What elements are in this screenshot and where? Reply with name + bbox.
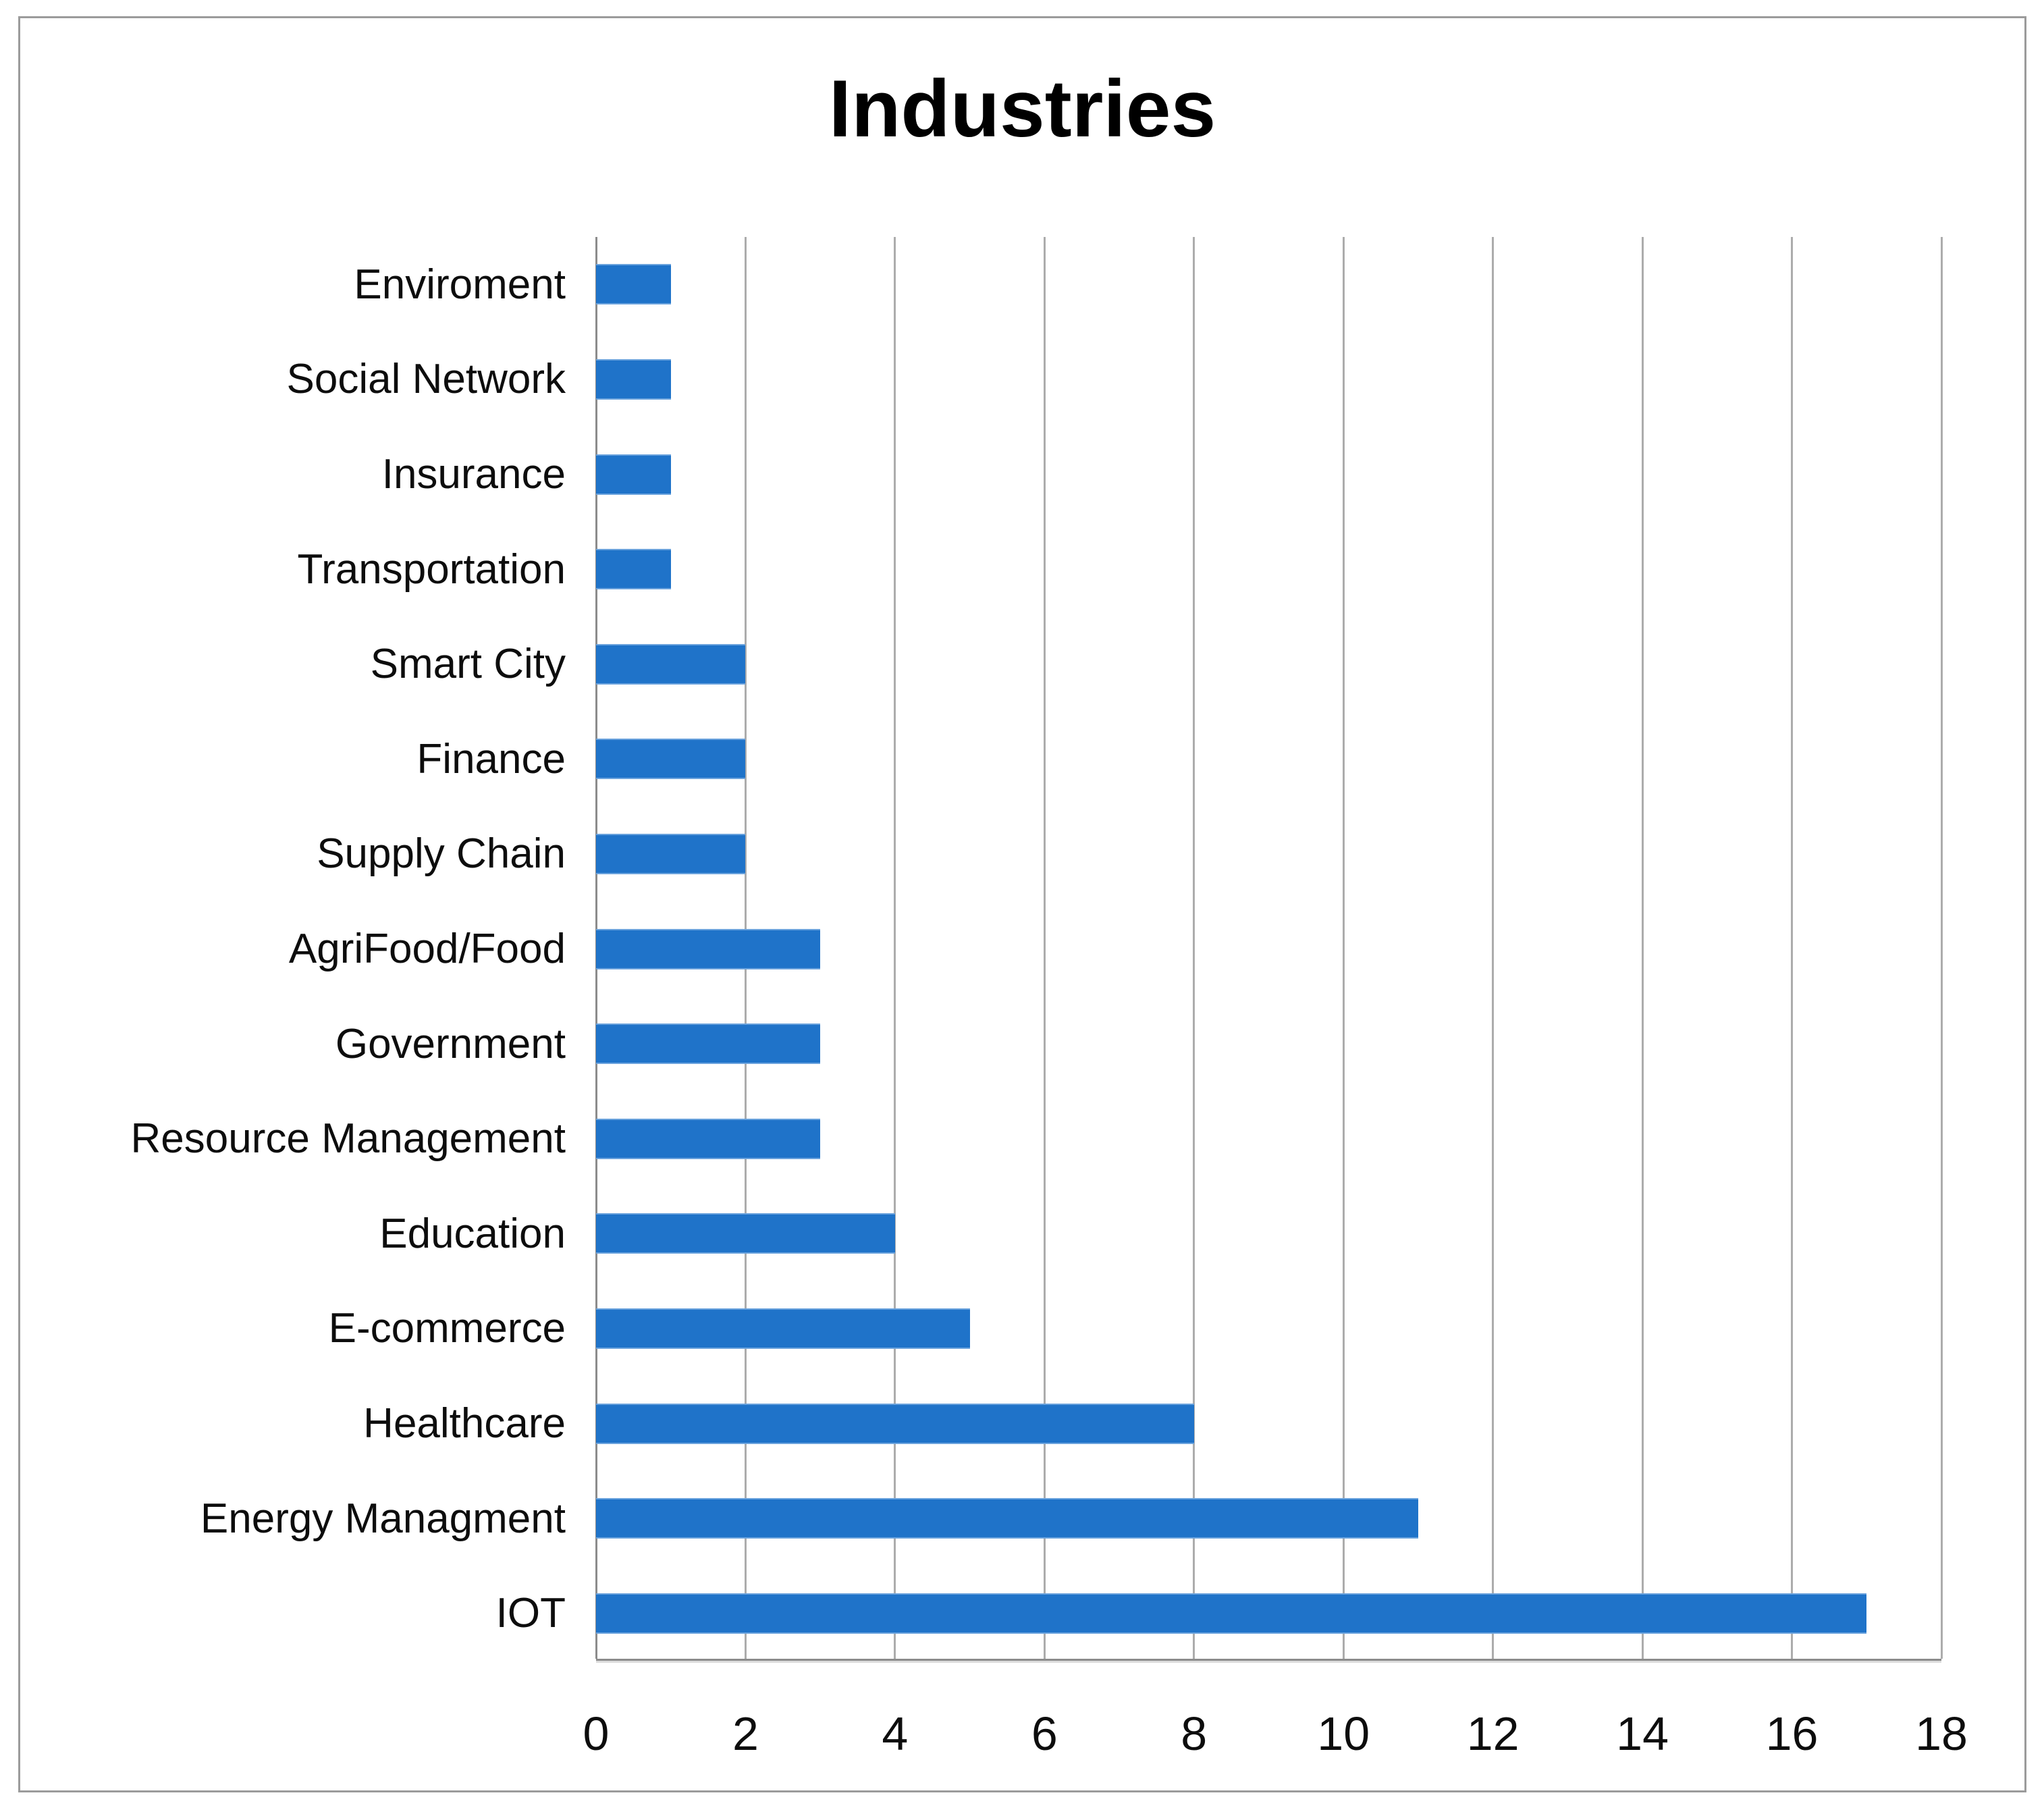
plot-area bbox=[595, 237, 1943, 1661]
bar bbox=[596, 455, 671, 494]
gridline bbox=[1043, 237, 1046, 1659]
category-label: Healthcare bbox=[363, 1400, 566, 1447]
category-label: Energy Managment bbox=[200, 1495, 566, 1542]
bar bbox=[596, 1119, 821, 1158]
gridline bbox=[1791, 237, 1794, 1659]
x-axis-tick-label: 6 bbox=[1031, 1707, 1058, 1760]
category-label: Smart City bbox=[370, 641, 566, 688]
category-label: Enviroment bbox=[354, 261, 566, 308]
bar bbox=[596, 1594, 1867, 1632]
x-axis-tick-label: 0 bbox=[583, 1707, 610, 1760]
x-axis-tick-label: 12 bbox=[1466, 1707, 1519, 1760]
category-label: Supply Chain bbox=[317, 830, 566, 878]
category-label: Transportation bbox=[297, 545, 566, 593]
category-label: Social Network bbox=[286, 356, 566, 403]
bar bbox=[596, 930, 821, 968]
gridline bbox=[1492, 237, 1495, 1659]
gridline bbox=[894, 237, 896, 1659]
x-axis-tick-label: 8 bbox=[1181, 1707, 1208, 1760]
category-label: E-commerce bbox=[328, 1305, 566, 1352]
x-axis-tick-label: 16 bbox=[1765, 1707, 1819, 1760]
gridline bbox=[1342, 237, 1345, 1659]
bar bbox=[596, 1309, 970, 1348]
x-axis-tick-label: 4 bbox=[882, 1707, 909, 1760]
bar bbox=[596, 265, 671, 304]
category-label: Resource Management bbox=[130, 1115, 566, 1163]
x-axis-tick-label: 10 bbox=[1317, 1707, 1370, 1760]
bar bbox=[596, 1404, 1194, 1443]
x-axis-tick-label: 18 bbox=[1915, 1707, 1968, 1760]
bar bbox=[596, 834, 746, 873]
x-axis-tick-label: 2 bbox=[732, 1707, 759, 1760]
chart-title: Industries bbox=[828, 63, 1216, 154]
bar bbox=[596, 1499, 1418, 1538]
bar bbox=[596, 360, 671, 398]
bar bbox=[596, 645, 746, 683]
bar bbox=[596, 550, 671, 589]
chart-frame: Industries Enviroment Social Network Insur… bbox=[18, 16, 2026, 1792]
bar bbox=[596, 1025, 821, 1063]
category-label: Government bbox=[335, 1020, 566, 1067]
gridline bbox=[1193, 237, 1195, 1659]
category-label: Education bbox=[379, 1210, 566, 1257]
category-label: IOT bbox=[495, 1590, 566, 1637]
gridline bbox=[1641, 237, 1644, 1659]
gridline bbox=[1940, 237, 1943, 1659]
category-label: Insurance bbox=[381, 450, 566, 498]
bar bbox=[596, 740, 746, 778]
x-axis-tick-label: 14 bbox=[1616, 1707, 1669, 1760]
category-label: Finance bbox=[416, 735, 566, 782]
bar bbox=[596, 1215, 895, 1253]
category-label: AgriFood/Food bbox=[288, 925, 566, 972]
